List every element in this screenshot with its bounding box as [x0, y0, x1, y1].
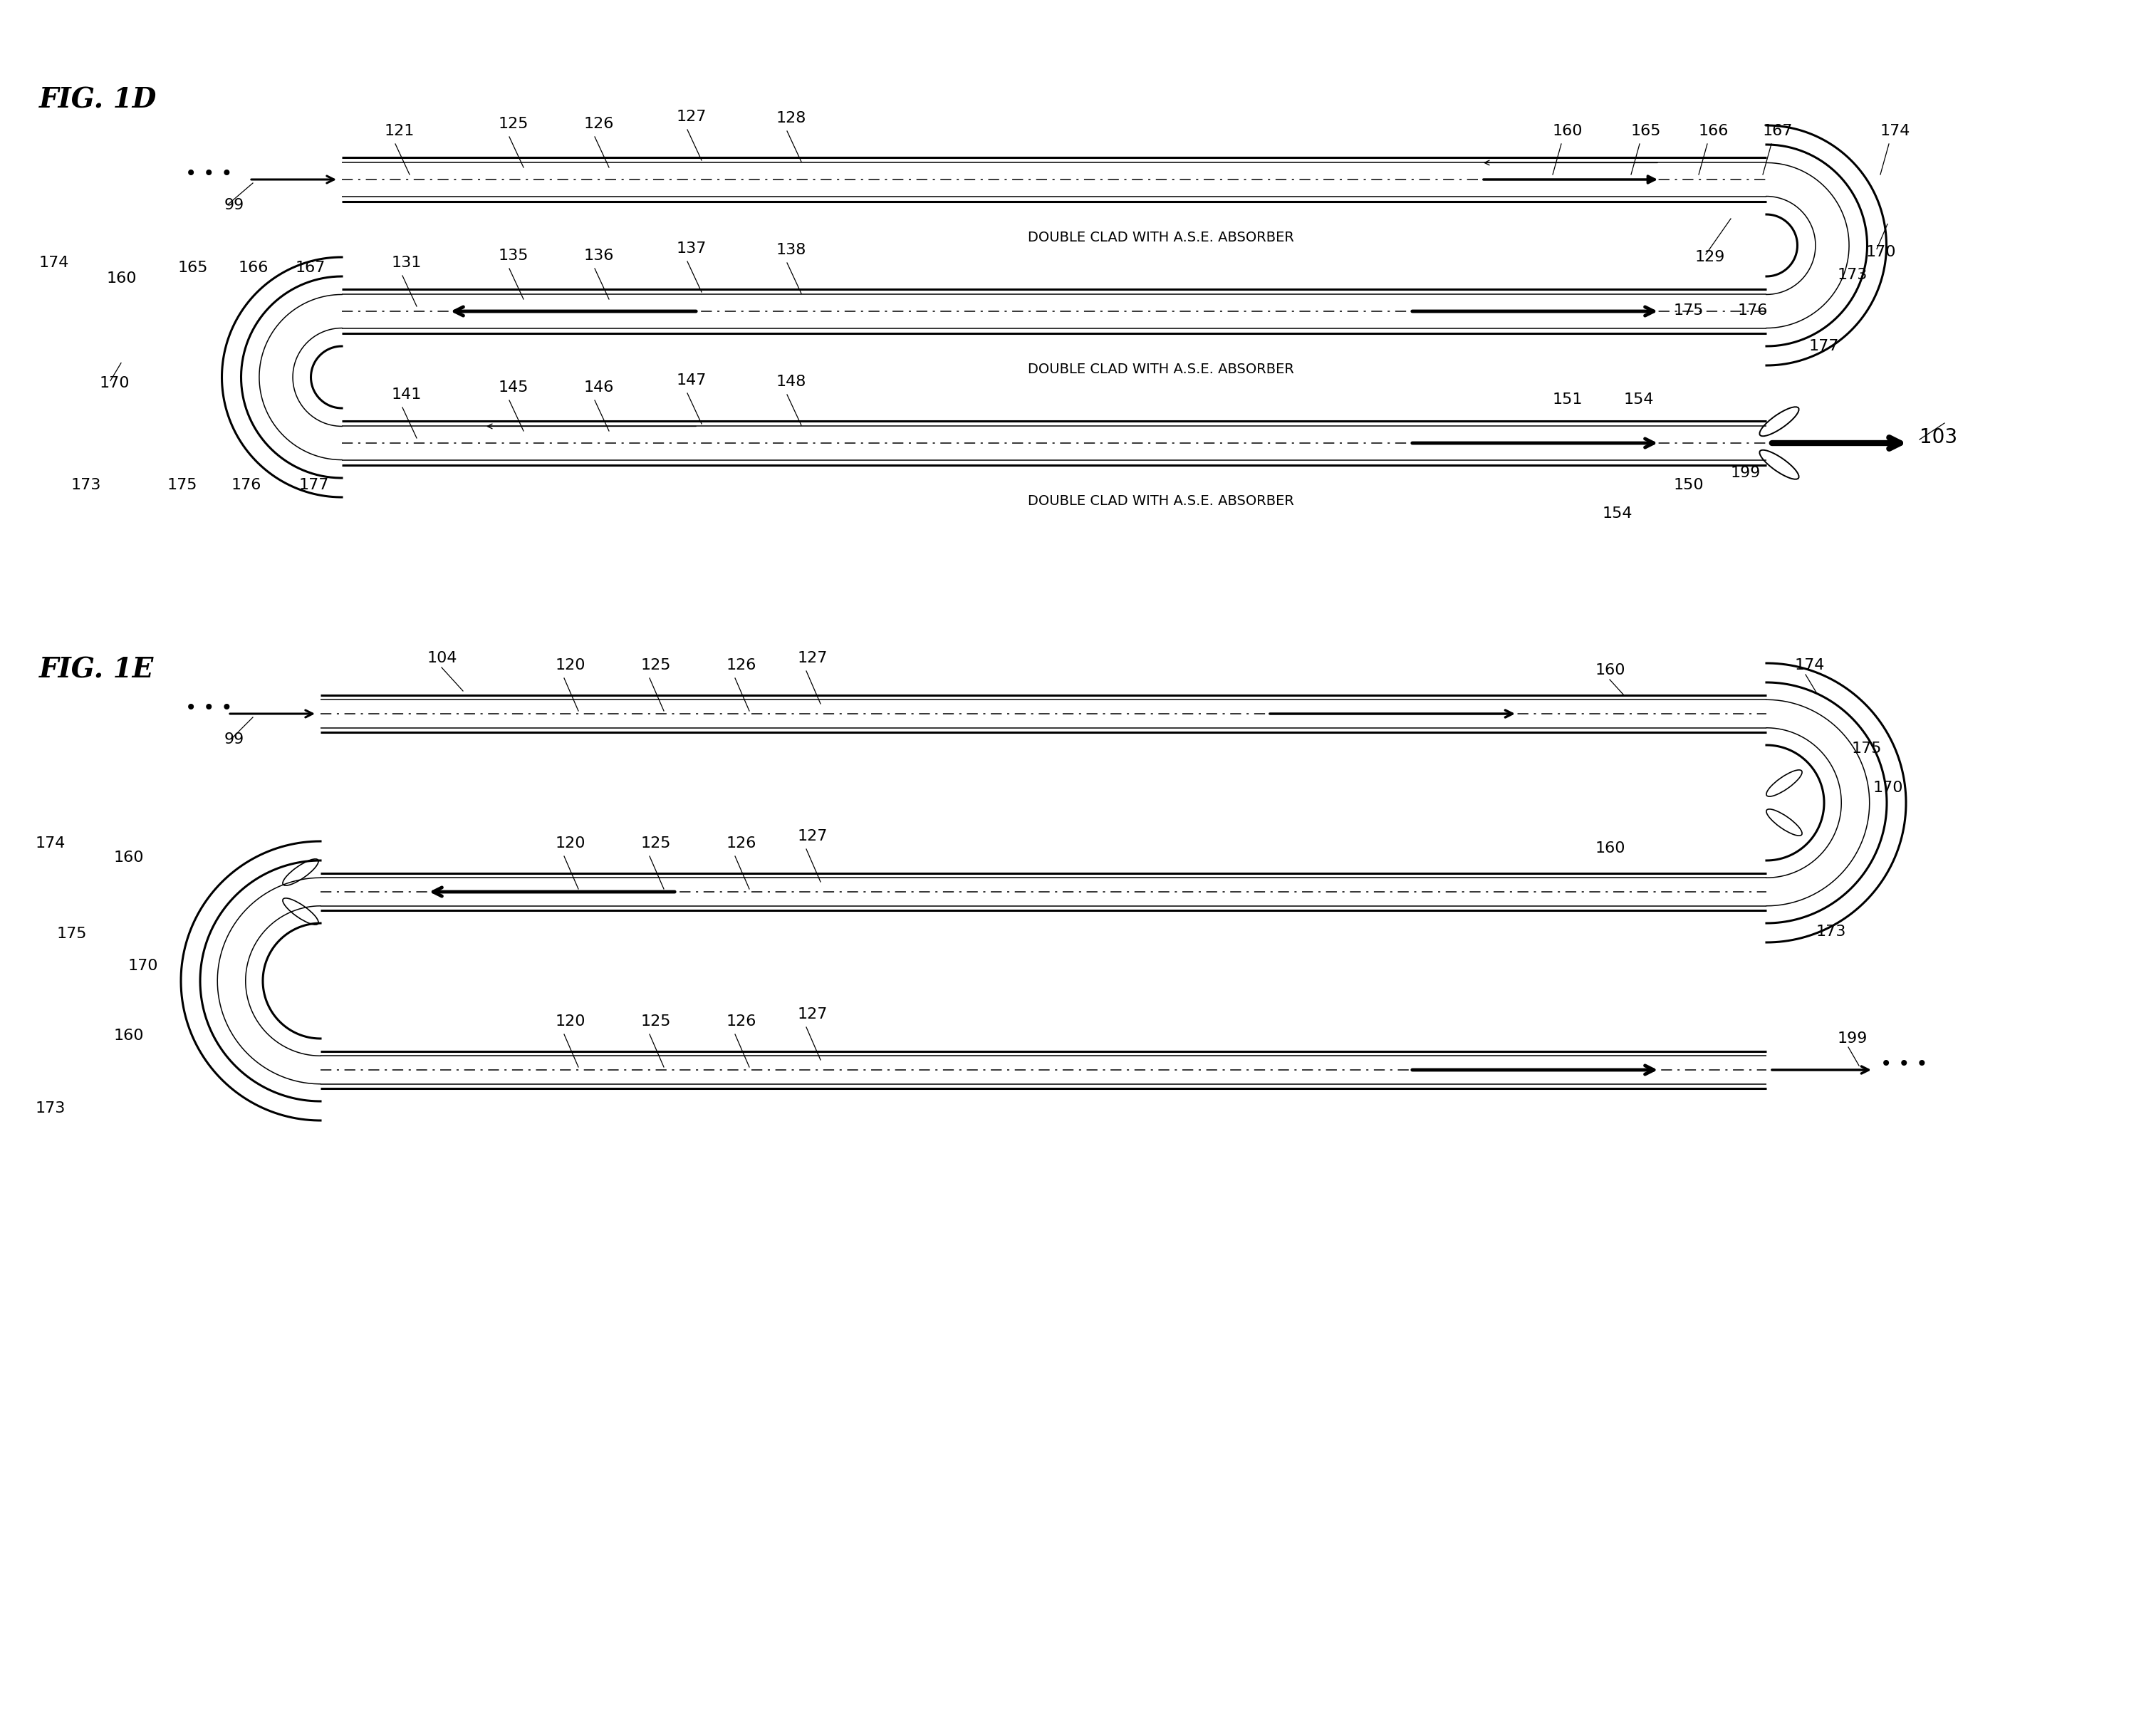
Text: 160: 160 — [114, 850, 144, 864]
Text: 167: 167 — [1764, 123, 1794, 139]
Text: 129: 129 — [1695, 250, 1725, 263]
Text: 173: 173 — [1815, 924, 1846, 939]
Text: 136: 136 — [584, 248, 614, 263]
Text: 199: 199 — [1731, 465, 1761, 481]
Text: 147: 147 — [677, 373, 707, 387]
Text: 120: 120 — [556, 659, 586, 672]
Text: 150: 150 — [1673, 477, 1703, 493]
Text: 160: 160 — [114, 1028, 144, 1042]
Text: 160: 160 — [1595, 664, 1626, 678]
Text: 166: 166 — [239, 260, 270, 275]
Text: 170: 170 — [1874, 780, 1904, 796]
Text: 120: 120 — [556, 837, 586, 850]
Text: 125: 125 — [498, 116, 528, 132]
Text: DOUBLE CLAD WITH A.S.E. ABSORBER: DOUBLE CLAD WITH A.S.E. ABSORBER — [1028, 363, 1294, 376]
Text: 138: 138 — [776, 243, 806, 257]
Text: 173: 173 — [37, 1102, 67, 1116]
Text: 165: 165 — [1632, 123, 1662, 139]
Text: 199: 199 — [1837, 1032, 1867, 1045]
Text: 128: 128 — [776, 111, 806, 125]
Text: 177: 177 — [1809, 339, 1839, 352]
Text: 131: 131 — [392, 255, 423, 270]
Text: 174: 174 — [1796, 659, 1826, 672]
Text: 127: 127 — [798, 830, 828, 844]
Text: DOUBLE CLAD WITH A.S.E. ABSORBER: DOUBLE CLAD WITH A.S.E. ABSORBER — [1028, 231, 1294, 245]
Text: 176: 176 — [1738, 303, 1768, 318]
Text: 141: 141 — [392, 387, 423, 402]
Text: DOUBLE CLAD WITH A.S.E. ABSORBER: DOUBLE CLAD WITH A.S.E. ABSORBER — [1028, 494, 1294, 508]
Text: 167: 167 — [295, 260, 326, 275]
Text: 174: 174 — [39, 255, 69, 270]
Text: 126: 126 — [727, 1015, 757, 1028]
Text: 174: 174 — [1880, 123, 1910, 139]
Text: 126: 126 — [727, 837, 757, 850]
Text: 175: 175 — [56, 927, 86, 941]
Text: 137: 137 — [677, 241, 707, 255]
Text: 146: 146 — [584, 380, 614, 395]
Text: 99: 99 — [224, 198, 244, 212]
Text: 126: 126 — [584, 116, 614, 132]
Text: 103: 103 — [1919, 428, 1958, 447]
Text: 170: 170 — [99, 376, 129, 390]
Text: 160: 160 — [108, 272, 138, 286]
Text: 177: 177 — [300, 477, 330, 493]
Text: 125: 125 — [640, 659, 671, 672]
Text: • • •: • • • — [1880, 1054, 1927, 1075]
Text: • • •: • • • — [185, 164, 233, 183]
Text: 175: 175 — [168, 477, 198, 493]
Text: 145: 145 — [498, 380, 528, 395]
Text: FIG. 1E: FIG. 1E — [39, 657, 153, 684]
Text: 166: 166 — [1699, 123, 1729, 139]
Text: 127: 127 — [677, 110, 707, 123]
Text: 127: 127 — [798, 652, 828, 666]
Text: 121: 121 — [384, 123, 414, 139]
Text: 99: 99 — [224, 732, 244, 746]
Text: 135: 135 — [498, 248, 528, 263]
Text: • • •: • • • — [185, 698, 233, 719]
Text: 154: 154 — [1623, 392, 1654, 407]
Text: 160: 160 — [1595, 842, 1626, 856]
Text: 127: 127 — [798, 1008, 828, 1021]
Text: 170: 170 — [1867, 245, 1897, 258]
Text: 165: 165 — [179, 260, 209, 275]
Text: 175: 175 — [1673, 303, 1703, 318]
Text: 174: 174 — [37, 837, 67, 850]
Text: 154: 154 — [1602, 506, 1632, 520]
Text: FIG. 1D: FIG. 1D — [39, 87, 157, 115]
Text: 151: 151 — [1552, 392, 1583, 407]
Text: 173: 173 — [71, 477, 101, 493]
Text: 104: 104 — [427, 652, 457, 666]
Text: 120: 120 — [556, 1015, 586, 1028]
Text: 176: 176 — [231, 477, 261, 493]
Text: 170: 170 — [127, 958, 160, 974]
Text: 125: 125 — [640, 1015, 671, 1028]
Text: 126: 126 — [727, 659, 757, 672]
Text: 160: 160 — [1552, 123, 1583, 139]
Text: 173: 173 — [1837, 269, 1867, 282]
Text: 175: 175 — [1852, 741, 1882, 756]
Text: 125: 125 — [640, 837, 671, 850]
Text: 148: 148 — [776, 375, 806, 388]
